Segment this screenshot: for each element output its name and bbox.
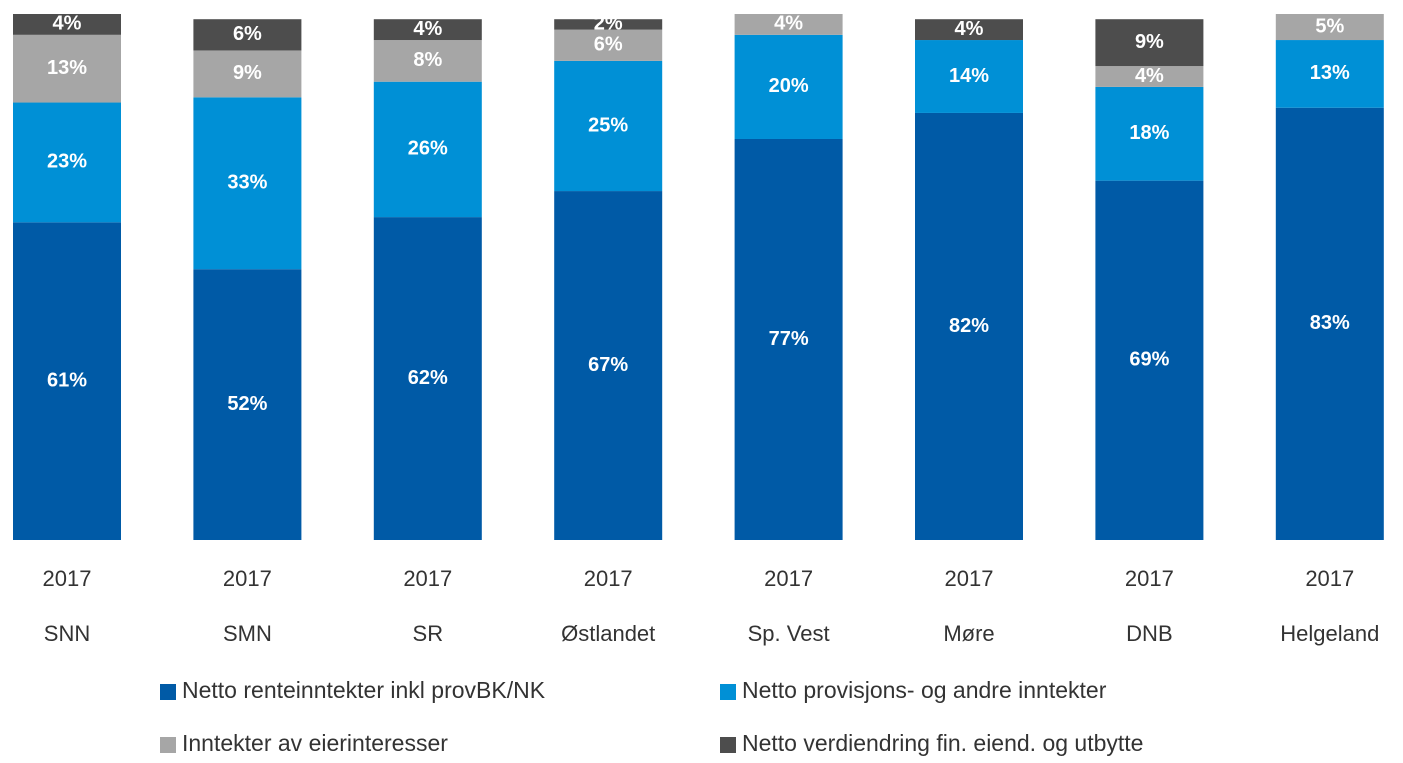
x-tick-label: Helgeland	[1280, 621, 1379, 646]
value-label: 69%	[1129, 349, 1169, 371]
x-tick-label: 2017	[1125, 566, 1174, 591]
bar-segment	[13, 14, 121, 35]
bar-segment	[1095, 66, 1204, 87]
x-tick-label: 2017	[584, 566, 633, 591]
bar-segment	[193, 269, 302, 540]
legend-swatch	[160, 684, 176, 700]
bar-segment	[13, 222, 121, 540]
legend-swatch	[720, 737, 736, 753]
bar-segment	[1095, 180, 1204, 540]
value-label: 18%	[1129, 122, 1169, 144]
bar-segment	[734, 138, 843, 540]
value-label: 5%	[1315, 15, 1344, 37]
value-label: 4%	[413, 18, 442, 40]
bar-segment	[1275, 40, 1384, 108]
legend-label: Netto provisjons- og andre inntekter	[742, 677, 1107, 703]
x-tick-label: 2017	[764, 566, 813, 591]
x-tick-label: SNN	[44, 621, 90, 646]
x-tick-label: SMN	[223, 621, 272, 646]
value-label: 67%	[588, 354, 628, 376]
x-tick-label: 2017	[403, 566, 452, 591]
value-label: 33%	[227, 172, 267, 194]
value-label: 20%	[769, 75, 809, 97]
x-tick-label: DNB	[1126, 621, 1172, 646]
bar-segment	[915, 40, 1023, 113]
bar-segment	[734, 34, 843, 139]
value-label: 77%	[769, 328, 809, 350]
value-label: 61%	[47, 369, 87, 391]
value-label: 13%	[47, 57, 87, 79]
bar-segment	[193, 50, 302, 98]
value-label: 25%	[588, 114, 628, 136]
value-label: 9%	[1135, 31, 1164, 53]
bar-segment	[13, 102, 121, 223]
value-label: 26%	[408, 138, 448, 160]
bar-segment	[373, 81, 482, 218]
bar-segment	[554, 60, 663, 192]
value-label: 4%	[955, 18, 984, 40]
value-label: 4%	[774, 13, 803, 35]
x-tick-label: 2017	[43, 566, 92, 591]
value-label: 6%	[594, 34, 623, 56]
legend-label: Netto renteinntekter inkl provBK/NK	[182, 677, 546, 703]
legend-swatch	[720, 684, 736, 700]
bar-segment	[1275, 14, 1384, 41]
value-label: 4%	[53, 13, 82, 35]
value-label: 2%	[594, 13, 623, 35]
bar-segment	[915, 112, 1023, 540]
bar-segment	[373, 19, 482, 41]
value-label: 13%	[1310, 62, 1350, 84]
legend-swatch	[160, 737, 176, 753]
value-label: 14%	[949, 65, 989, 87]
bar-segment	[554, 191, 663, 540]
bar-segment	[1095, 86, 1204, 181]
value-label: 23%	[47, 151, 87, 173]
value-label: 62%	[408, 367, 448, 389]
bar-segment	[373, 217, 482, 540]
bar-segment	[1095, 19, 1204, 67]
bar-segment	[193, 19, 302, 51]
x-tick-label: Østlandet	[561, 621, 655, 646]
bar-segment	[915, 19, 1023, 41]
x-tick-label: SR	[413, 621, 444, 646]
value-label: 8%	[413, 49, 442, 71]
bar-segment	[554, 19, 663, 30]
x-tick-label: 2017	[945, 566, 994, 591]
bar-segment	[13, 34, 121, 103]
x-tick-label: 2017	[1305, 566, 1354, 591]
value-label: 6%	[233, 23, 262, 45]
value-label: 52%	[227, 393, 267, 415]
x-tick-label: 2017	[223, 566, 272, 591]
x-tick-label: Møre	[943, 621, 994, 646]
bar-segment	[734, 14, 843, 35]
bar-segment	[193, 97, 302, 270]
value-label: 82%	[949, 315, 989, 337]
bar-segment	[373, 40, 482, 82]
legend-label: Netto verdiendring fin. eiend. og utbytt…	[742, 730, 1143, 756]
x-tick-label: Sp. Vest	[748, 621, 830, 646]
value-label: 9%	[233, 62, 262, 84]
value-label: 83%	[1310, 312, 1350, 334]
value-label: 4%	[1135, 65, 1164, 87]
bar-segment	[554, 29, 663, 61]
bar-segment	[1275, 107, 1384, 540]
legend-label: Inntekter av eierinteresser	[182, 730, 448, 756]
